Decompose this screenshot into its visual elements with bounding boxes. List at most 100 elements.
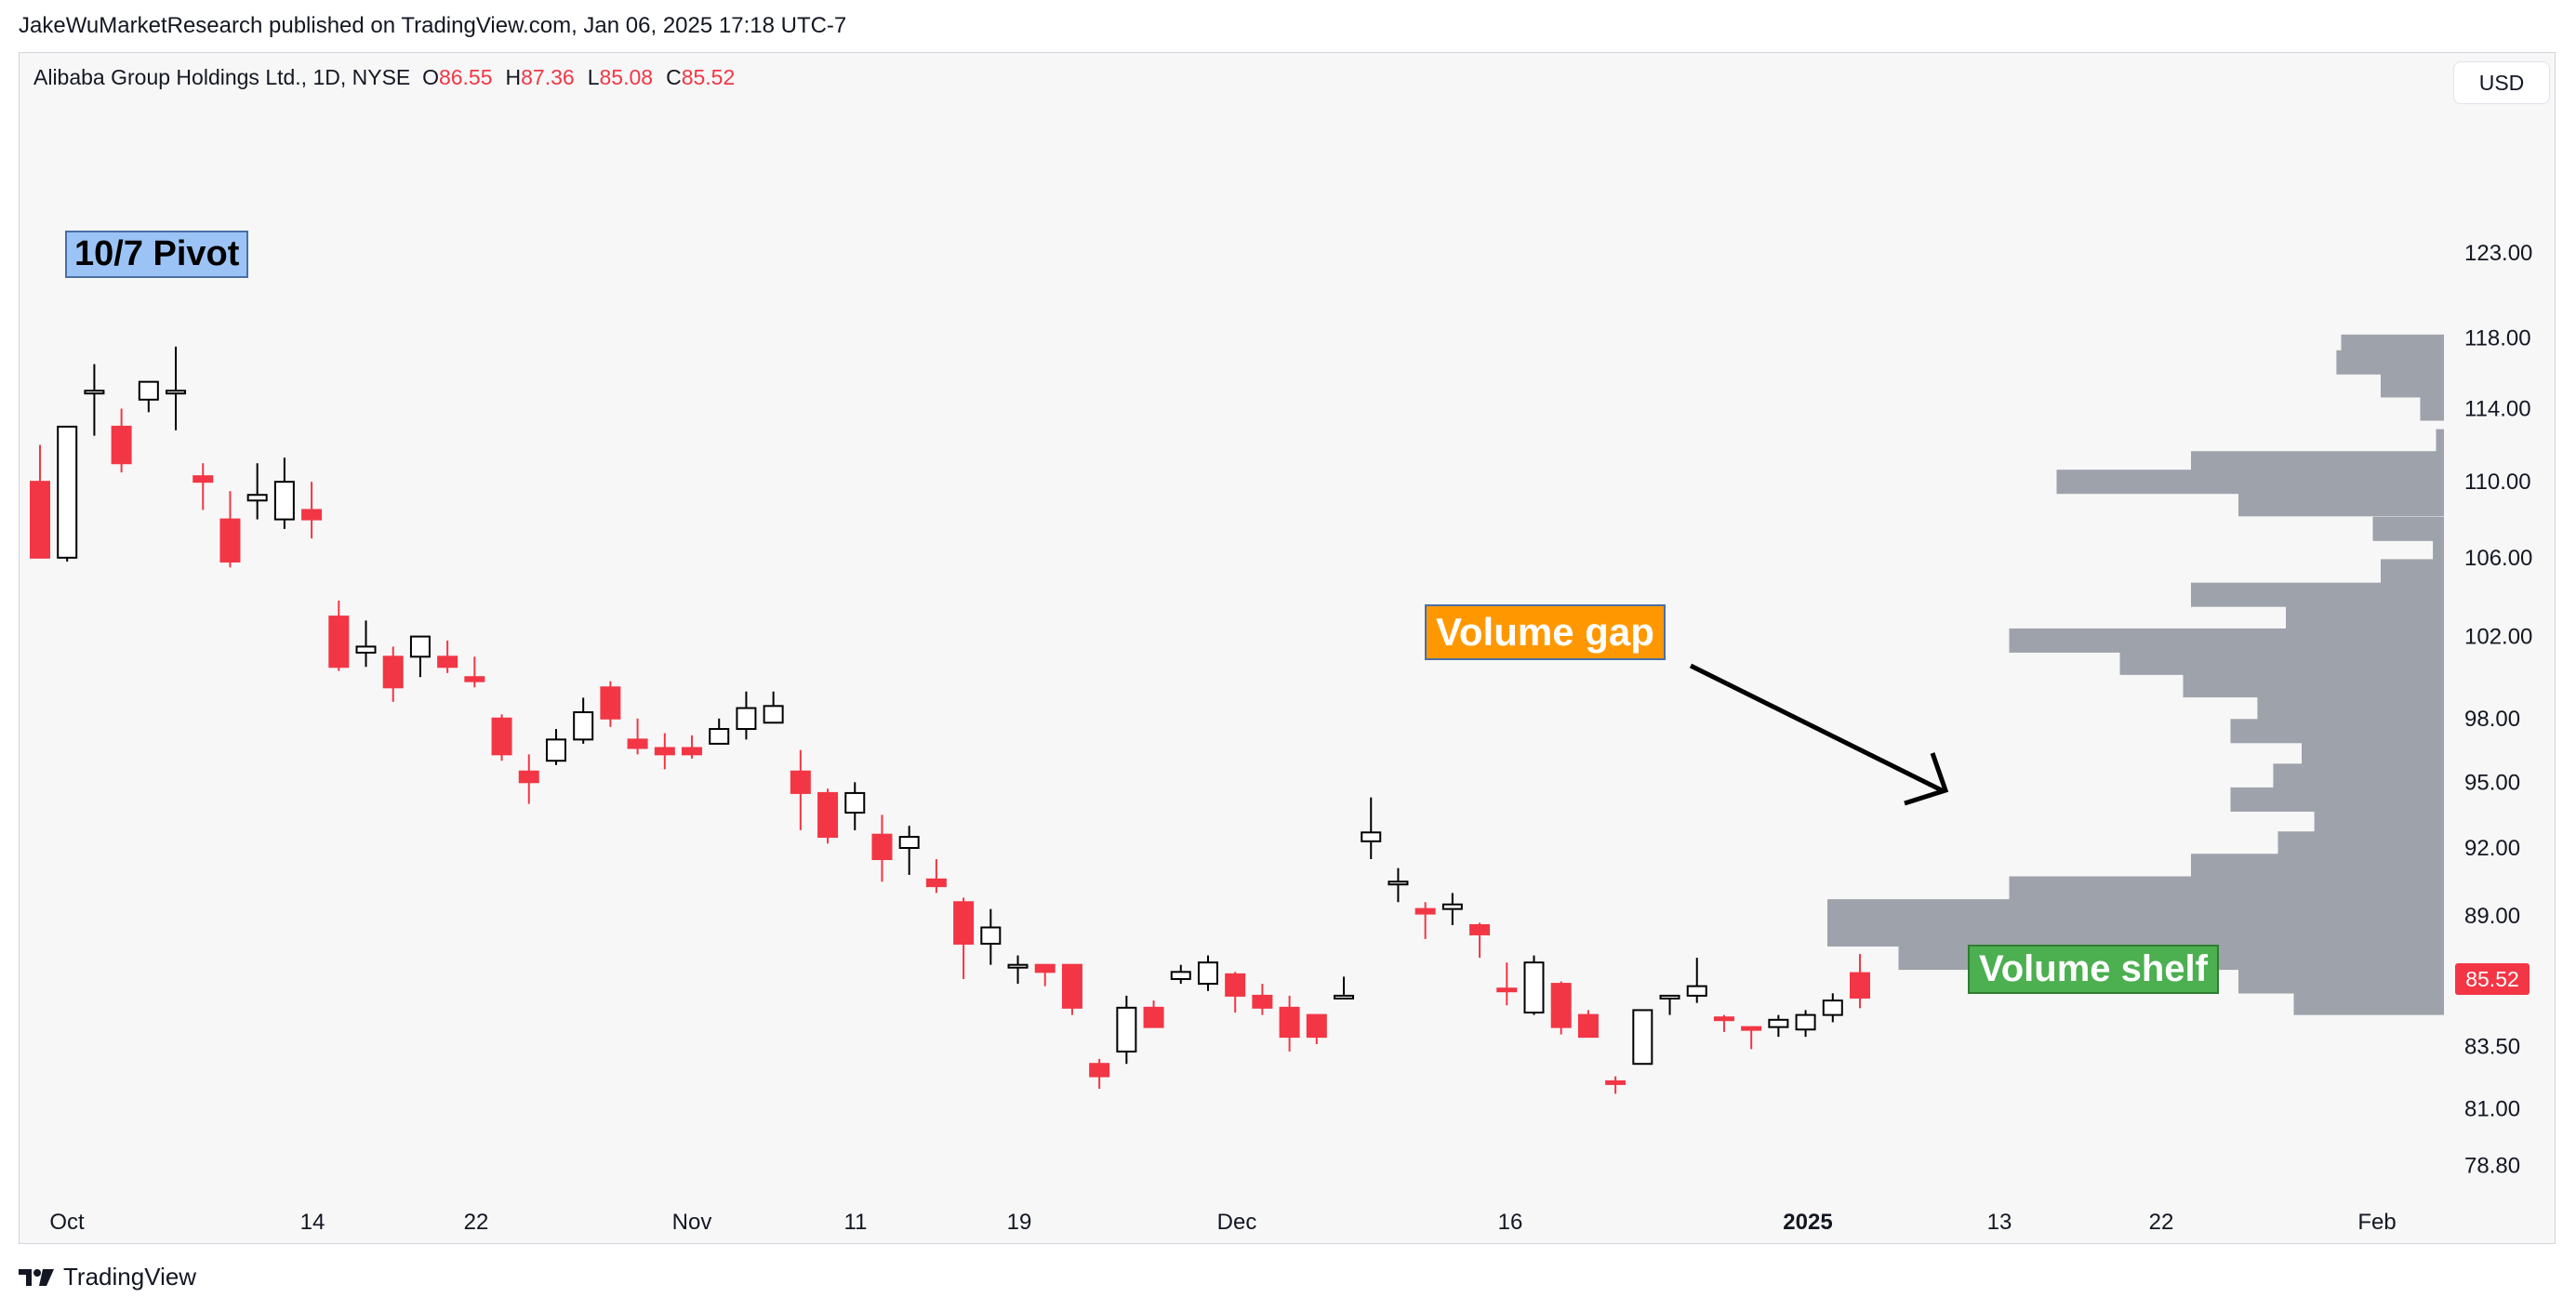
volume-shelf-annotation: Volume shelf (1968, 945, 2219, 994)
candle (1577, 1010, 1599, 1039)
candle-body (437, 656, 458, 669)
volume-profile-bar (2183, 673, 2444, 698)
candle-body (1116, 1006, 1137, 1053)
candle-body (1523, 961, 1545, 1014)
candle-body (1306, 1013, 1327, 1039)
candle-body (1686, 985, 1707, 997)
candle (736, 691, 757, 740)
candle-body (682, 747, 703, 756)
price-tick-label: 92.00 (2464, 836, 2520, 861)
candle-body (953, 901, 975, 945)
candle-body (1850, 972, 1870, 999)
candle (30, 444, 50, 559)
candle-body (736, 707, 757, 731)
candle (654, 733, 675, 770)
candle (1414, 902, 1436, 939)
currency-button[interactable]: USD (2453, 61, 2550, 104)
candle (355, 620, 377, 668)
volume-profile-bar (2314, 809, 2444, 834)
candle-body (1061, 963, 1082, 1009)
candle-body (491, 717, 512, 756)
volume-gap-annotation: Volume gap (1425, 604, 1666, 660)
candle (1850, 954, 1870, 1009)
low-value: 85.08 (599, 65, 654, 89)
candle-body (166, 390, 187, 395)
close-label: C (666, 65, 682, 89)
candle-body (1225, 973, 1246, 997)
time-tick-label: Feb (2357, 1210, 2396, 1235)
candle (301, 482, 323, 539)
candle (219, 491, 241, 568)
candle-body (1441, 903, 1463, 910)
candle (600, 681, 621, 727)
open-value: 86.55 (438, 65, 493, 89)
volume-profile-bar (2056, 470, 2444, 495)
candle (1713, 1014, 1734, 1032)
candle (817, 788, 839, 844)
candle (844, 782, 866, 830)
candle (111, 408, 132, 473)
volume-profile-bar (2381, 373, 2444, 398)
tradingview-logo[interactable]: TradingView (19, 1263, 196, 1291)
time-tick-label: 22 (464, 1210, 489, 1235)
time-tick-label: 11 (844, 1210, 868, 1235)
candle (1659, 994, 1680, 1015)
candle-body (84, 390, 105, 395)
time-tick-label: 16 (1498, 1210, 1523, 1235)
candle (1061, 963, 1082, 1015)
candle (925, 859, 947, 894)
candle (1225, 972, 1246, 1013)
price-tick-label: 95.00 (2464, 770, 2520, 795)
time-tick-label: 22 (2149, 1210, 2174, 1235)
candle-body (301, 509, 323, 521)
price-tick-label: 110.00 (2464, 470, 2531, 495)
candle-body (763, 705, 784, 724)
candle (1441, 893, 1463, 925)
open-label: O (422, 65, 439, 89)
pivot-annotation: 10/7 Pivot (65, 231, 249, 278)
candle-body (1007, 963, 1029, 969)
tradingview-logo-icon (19, 1268, 54, 1286)
time-tick-label: Nov (672, 1210, 712, 1235)
volume-profile-bar (1827, 921, 2444, 947)
time-tick-label: 2025 (1783, 1210, 1832, 1235)
candle (1469, 922, 1491, 959)
candle (790, 749, 811, 830)
candle-body (30, 481, 50, 559)
price-tick-label: 118.00 (2464, 325, 2531, 351)
candle-body (382, 656, 404, 689)
price-tick-label: 102.00 (2464, 625, 2532, 650)
candle-body (1795, 1013, 1816, 1031)
time-tick-label: Oct (49, 1210, 85, 1235)
price-tick-label: 106.00 (2464, 546, 2532, 571)
candle-body (1768, 1018, 1789, 1028)
time-tick-label: Dec (1217, 1210, 1257, 1235)
price-axis[interactable]: 123.00 118.00 114.00 110.00 106.00 102.00 98.0… (2464, 241, 2532, 1178)
high-value: 87.36 (521, 65, 575, 89)
candle (1306, 1013, 1327, 1045)
candle-body (898, 836, 920, 850)
arrow-line (1689, 663, 1944, 793)
volume-profile-bar (2257, 695, 2444, 721)
candle-body (518, 770, 539, 784)
volume-profile-bar (2336, 350, 2444, 375)
last-price-badge: 85.52 (2455, 963, 2530, 995)
volume-profile-bar (2381, 559, 2444, 584)
candle-body (193, 475, 214, 483)
candle (1605, 1076, 1627, 1094)
candle-body (355, 645, 377, 654)
candle (246, 463, 268, 520)
price-tick-label: 78.80 (2464, 1153, 2520, 1178)
volume-profile-bar (2009, 628, 2444, 653)
candle-body (464, 676, 485, 682)
time-axis[interactable]: Oct 14 22 Nov 11 19 Dec 16 2025 13 22 Feb (49, 1210, 2396, 1235)
ohlc-legend: Alibaba Group Holdings Ltd., 1D, NYSE O8… (33, 65, 748, 90)
candle (1034, 963, 1056, 987)
candle-body (1334, 994, 1355, 1000)
candles (30, 346, 1870, 1094)
candle-body (57, 425, 78, 559)
volume-profile-bar (2119, 650, 2444, 675)
candle-body (1496, 987, 1518, 993)
candle-body (409, 635, 431, 658)
